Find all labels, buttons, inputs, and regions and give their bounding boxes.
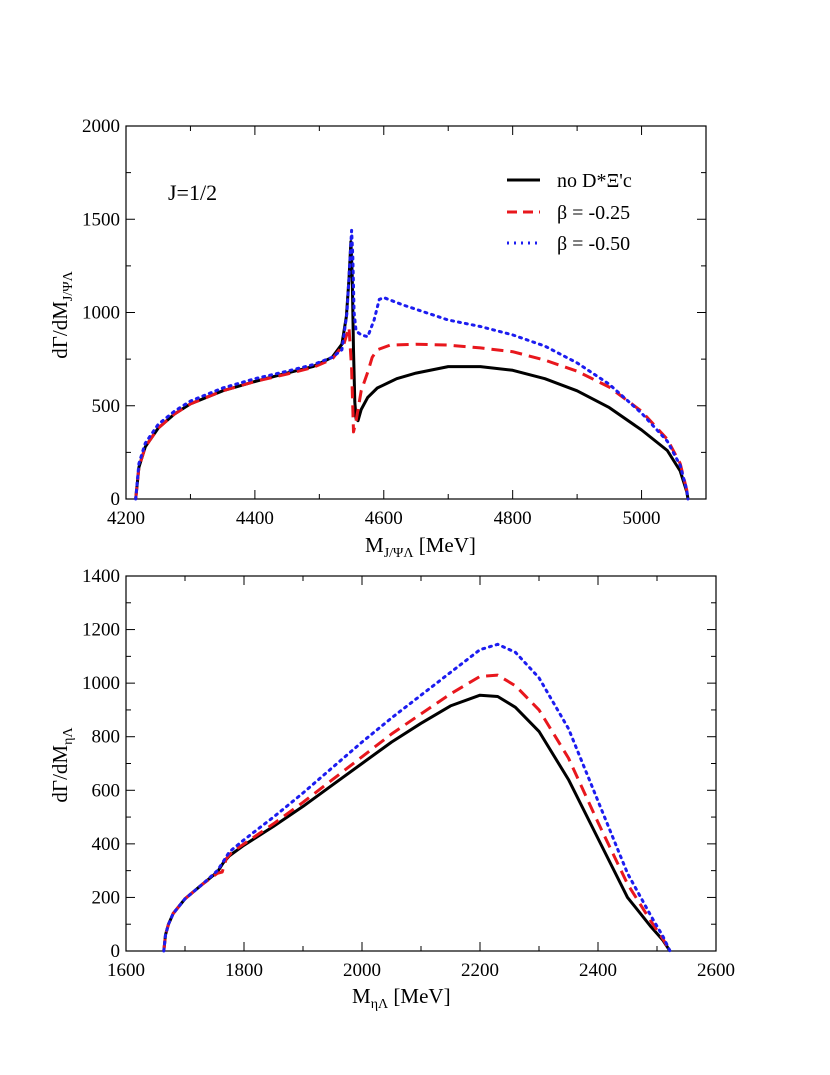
legend-label-beta-025: β = -0.25 [557, 202, 630, 224]
legend-label-beta-050: β = -0.50 [557, 233, 630, 255]
bottom-y-tick-label: 0 [111, 941, 121, 962]
top-x-axis-label: MJ/ΨΛ [MeV] [365, 533, 476, 561]
top-x-tick-label: 4400 [236, 508, 274, 529]
bottom-x-tick-label: 2400 [579, 960, 617, 981]
bottom-chart: 1600 1800 2000 2200 2400 2600 0 200 400 600 800 100… [48, 566, 735, 1012]
top-legend: no D*Ξ'c β = -0.25 β = -0.50 [507, 170, 632, 255]
top-y-tick-label: 500 [92, 396, 121, 417]
bottom-series-line-1 [162, 673, 672, 952]
bottom-x-tick-label: 1600 [107, 960, 145, 981]
top-annotation: J=1/2 [168, 180, 217, 205]
bottom-y-tick-label: 400 [92, 834, 121, 855]
legend-label-no-dxi: no D*Ξ'c [557, 170, 632, 192]
top-y-tick-label: 0 [111, 489, 121, 510]
top-x-tick-label: 5000 [623, 508, 661, 529]
bottom-series-group [162, 642, 672, 953]
top-x-tick-label: 4600 [365, 508, 403, 529]
bottom-x-tick-label: 1800 [225, 960, 263, 981]
top-series-group [134, 228, 690, 501]
bottom-axis-ticks: 1600 1800 2000 2200 2400 2600 0 200 400 600 800 100… [82, 566, 735, 981]
top-chart: 4200 4400 4600 4800 5000 0 500 1000 1500 2000 J=1… [48, 116, 707, 561]
bottom-series-line-2 [162, 642, 672, 953]
bottom-y-tick-label: 1200 [82, 620, 120, 641]
top-series-line-0 [134, 240, 690, 500]
bottom-y-tick-label: 1000 [82, 673, 120, 694]
top-series-line-2 [134, 228, 690, 501]
top-x-tick-label: 4800 [494, 508, 532, 529]
bottom-y-tick-label: 1400 [82, 566, 120, 587]
top-axis-ticks: 4200 4400 4600 4800 5000 0 500 1000 1500 2000 [82, 116, 706, 529]
bottom-x-tick-label: 2200 [461, 960, 499, 981]
top-y-axis-label: dΓ/dMJ/ΨΛ [48, 270, 76, 358]
bottom-x-axis-label: MηΛ [MeV] [352, 984, 451, 1012]
bottom-y-tick-label: 800 [92, 727, 121, 748]
top-series-line-1 [134, 325, 690, 500]
bottom-y-tick-label: 600 [92, 780, 121, 801]
top-y-tick-label: 1000 [82, 303, 120, 324]
top-y-tick-label: 2000 [82, 116, 120, 137]
bottom-y-tick-label: 200 [92, 887, 121, 908]
bottom-y-axis-label: dΓ/dMηΛ [48, 727, 76, 803]
bottom-x-tick-label: 2000 [343, 960, 381, 981]
bottom-series-line-0 [162, 693, 672, 952]
top-y-tick-label: 1500 [82, 209, 120, 230]
bottom-x-tick-label: 2600 [697, 960, 735, 981]
top-x-tick-label: 4200 [107, 508, 145, 529]
